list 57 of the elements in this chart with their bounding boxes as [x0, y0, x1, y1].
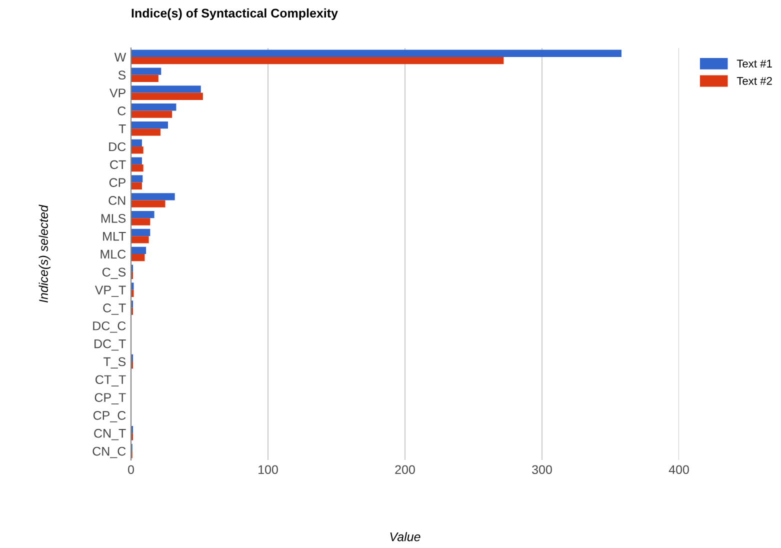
y-tick-label: CT	[110, 160, 126, 170]
y-tick-label: DC	[109, 142, 126, 152]
y-tick-label: C	[118, 106, 126, 116]
bar	[131, 164, 144, 172]
y-tick-label: DC_C	[93, 321, 126, 333]
bar	[131, 121, 168, 129]
bar	[131, 56, 504, 64]
bar	[131, 86, 201, 93]
y-axis-title: Indice(s) selected	[38, 204, 50, 302]
x-tick-label: 300	[532, 465, 552, 474]
y-tick-label: VP_T	[94, 286, 126, 297]
bar	[131, 110, 172, 118]
x-tick-label: 400	[668, 465, 689, 474]
chart-title: Indice(s) of Syntactical Complexity	[132, 8, 338, 20]
y-tick-label: CN_T	[94, 428, 126, 440]
bar	[131, 246, 146, 254]
bar	[131, 92, 203, 100]
x-axis-title: Value	[390, 532, 420, 542]
bar	[131, 50, 622, 57]
y-tick-label: DC_T	[94, 339, 126, 351]
y-tick-label: MLT	[103, 232, 126, 241]
bar	[131, 175, 143, 182]
y-tick-label: CN_C	[92, 446, 126, 458]
bar	[131, 218, 150, 226]
y-tick-label: MLS	[101, 214, 126, 223]
y-tick-label: C_S	[102, 268, 126, 279]
y-tick-label: C_T	[103, 304, 126, 315]
y-tick-label: T_S	[103, 357, 126, 368]
bar	[131, 182, 142, 190]
bar	[131, 146, 144, 154]
y-tick-label: MLC	[100, 250, 126, 259]
y-tick-label: CP_C	[93, 411, 126, 422]
y-tick-label: S	[118, 70, 126, 80]
bar	[131, 211, 154, 218]
y-tick-label: T	[118, 124, 126, 134]
x-tick-label: 100	[258, 465, 278, 474]
bar	[131, 74, 158, 82]
bar	[131, 236, 149, 244]
y-tick-label: CP	[109, 178, 126, 187]
y-tick-label: CP_T	[94, 393, 126, 404]
bar	[131, 104, 176, 111]
y-tick-label: W	[114, 52, 126, 62]
bar	[131, 128, 160, 136]
x-tick-label: 200	[395, 465, 415, 474]
bar	[131, 193, 175, 200]
y-tick-label: CT_T	[96, 375, 126, 386]
bar	[131, 68, 162, 75]
legend-label: Text #2	[736, 76, 772, 85]
bar	[131, 200, 166, 208]
bar	[131, 139, 142, 147]
y-tick-label: CN	[108, 196, 126, 205]
bar	[131, 228, 150, 236]
x-tick-label: 0	[128, 465, 134, 474]
bar	[131, 157, 142, 164]
legend-label: Text #1	[736, 60, 772, 68]
y-tick-label: VP	[110, 88, 126, 98]
bar	[131, 254, 145, 262]
